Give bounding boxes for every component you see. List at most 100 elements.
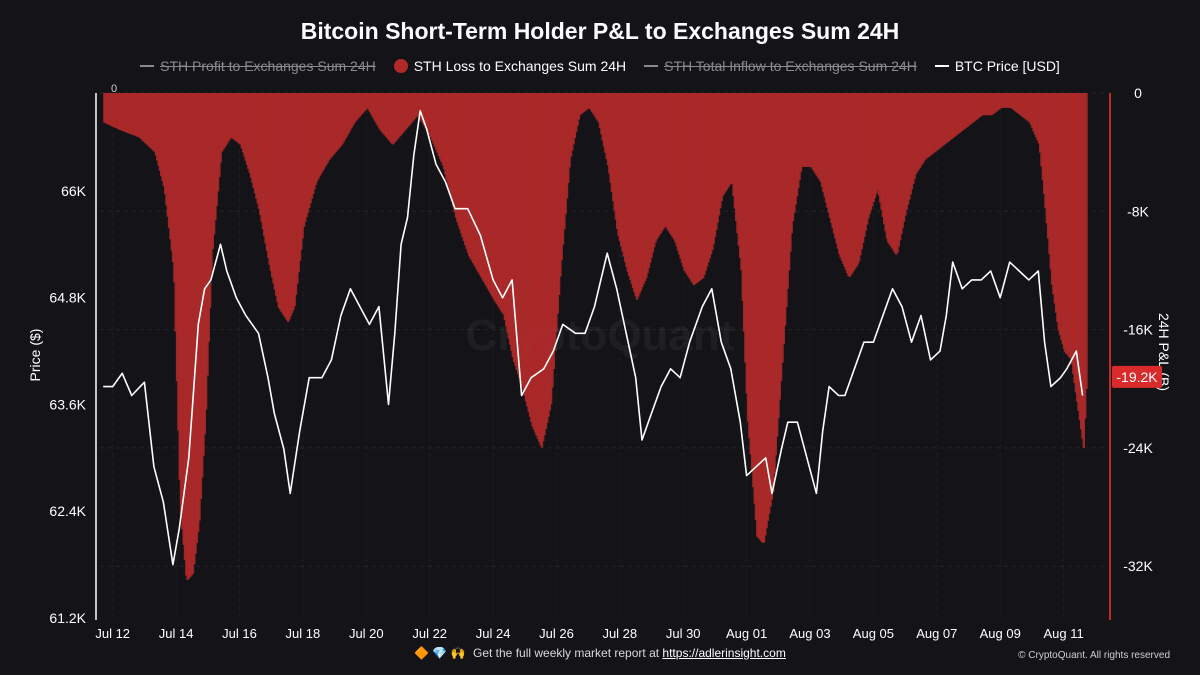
loss-bar (559, 93, 562, 277)
loss-bar (863, 93, 866, 237)
loss-bar (279, 93, 282, 310)
loss-bar (1080, 93, 1083, 430)
loss-bar (719, 93, 722, 209)
loss-bar (999, 93, 1002, 109)
loss-bar (998, 93, 1001, 110)
loss-bar (501, 93, 504, 313)
loss-bar (245, 93, 249, 165)
loss-bar (641, 93, 644, 288)
loss-bar (253, 93, 257, 194)
loss-bar (153, 93, 156, 152)
loss-bar (347, 93, 351, 133)
loss-bar (399, 93, 402, 136)
axes (95, 93, 1111, 620)
loss-bar (376, 93, 380, 127)
loss-bar (479, 93, 483, 277)
loss-bar (986, 93, 989, 116)
loss-bar (137, 93, 140, 138)
loss-bar (937, 93, 940, 150)
loss-bar (949, 93, 952, 141)
loss-bar (452, 93, 455, 207)
loss-bar (756, 93, 759, 537)
x-tick-label: Jul 14 (159, 626, 194, 641)
loss-bar (945, 93, 948, 144)
loss-bar (1011, 93, 1014, 109)
loss-bar (992, 93, 996, 114)
loss-bar (671, 93, 674, 238)
loss-bar (507, 93, 510, 339)
loss-bar (839, 93, 842, 258)
loss-bar (557, 93, 561, 295)
loss-bar (768, 93, 771, 514)
loss-bar (757, 93, 760, 539)
loss-bar (581, 93, 585, 113)
loss-bar (547, 93, 550, 417)
last-value-badge: -19.2K (1112, 365, 1162, 388)
loss-bar (575, 93, 578, 132)
loss-bar (437, 93, 440, 156)
loss-bar (943, 93, 947, 145)
loss-bar (436, 93, 439, 153)
loss-bar (662, 93, 665, 230)
loss-bar (457, 93, 460, 226)
loss-bar (108, 93, 111, 125)
loss-bar (186, 93, 189, 580)
loss-bar (798, 93, 801, 180)
footer-link[interactable]: https://adlerinsight.com (662, 646, 786, 660)
loss-bar (635, 93, 639, 300)
loss-bar (231, 93, 234, 139)
loss-bar (179, 93, 183, 514)
loss-bar (967, 93, 970, 126)
loss-bar (909, 93, 912, 195)
legend-item-sth-loss[interactable]: STH Loss to Exchanges Sum 24H (393, 58, 626, 74)
loss-bar (542, 93, 545, 442)
loss-bar (646, 93, 649, 274)
loss-bar (255, 93, 258, 199)
loss-bar (695, 93, 698, 284)
loss-bar (736, 93, 739, 234)
loss-bar (1035, 93, 1038, 138)
loss-bar (561, 93, 565, 245)
loss-bar (378, 93, 381, 129)
loss-bar (659, 93, 663, 234)
loss-bar (353, 93, 356, 124)
loss-bar (321, 93, 324, 172)
loss-bar (605, 93, 608, 159)
loss-bar (390, 93, 393, 143)
loss-bar (445, 93, 448, 180)
loss-bar (136, 93, 139, 137)
loss-bar (571, 93, 574, 151)
loss-bar (296, 93, 299, 284)
loss-bar (170, 93, 173, 251)
loss-bar (789, 93, 792, 252)
loss-bar (148, 93, 151, 147)
loss-bar (859, 93, 862, 256)
loss-bar (769, 93, 772, 507)
loss-bar (440, 93, 443, 162)
loss-bar (404, 93, 407, 130)
loss-bar (761, 93, 764, 543)
loss-bar (549, 93, 553, 405)
loss-bar (1028, 93, 1031, 123)
loss-bar (379, 93, 382, 131)
loss-bar (429, 93, 433, 138)
legend-item-sth-total-inflow[interactable]: STH Total Inflow to Exchanges Sum 24H (644, 58, 917, 74)
loss-bar (680, 93, 684, 263)
loss-bar (1016, 93, 1019, 114)
loss-bar (843, 93, 846, 267)
loss-bar (149, 93, 152, 148)
loss-bar (458, 93, 462, 230)
legend-item-btc-price[interactable]: BTC Price [USD] (934, 58, 1060, 74)
loss-bar (487, 93, 491, 291)
loss-bar (563, 93, 566, 230)
loss-bar (133, 93, 136, 136)
left-tick-label: 66K (61, 183, 87, 199)
loss-bar (475, 93, 479, 271)
legend-item-sth-profit[interactable]: STH Profit to Exchanges Sum 24H (140, 58, 376, 74)
loss-bar (372, 93, 376, 120)
loss-bar (1004, 93, 1007, 108)
loss-bar (679, 93, 682, 259)
loss-bar (904, 93, 907, 216)
loss-bar (569, 93, 573, 157)
loss-bar (598, 93, 602, 129)
